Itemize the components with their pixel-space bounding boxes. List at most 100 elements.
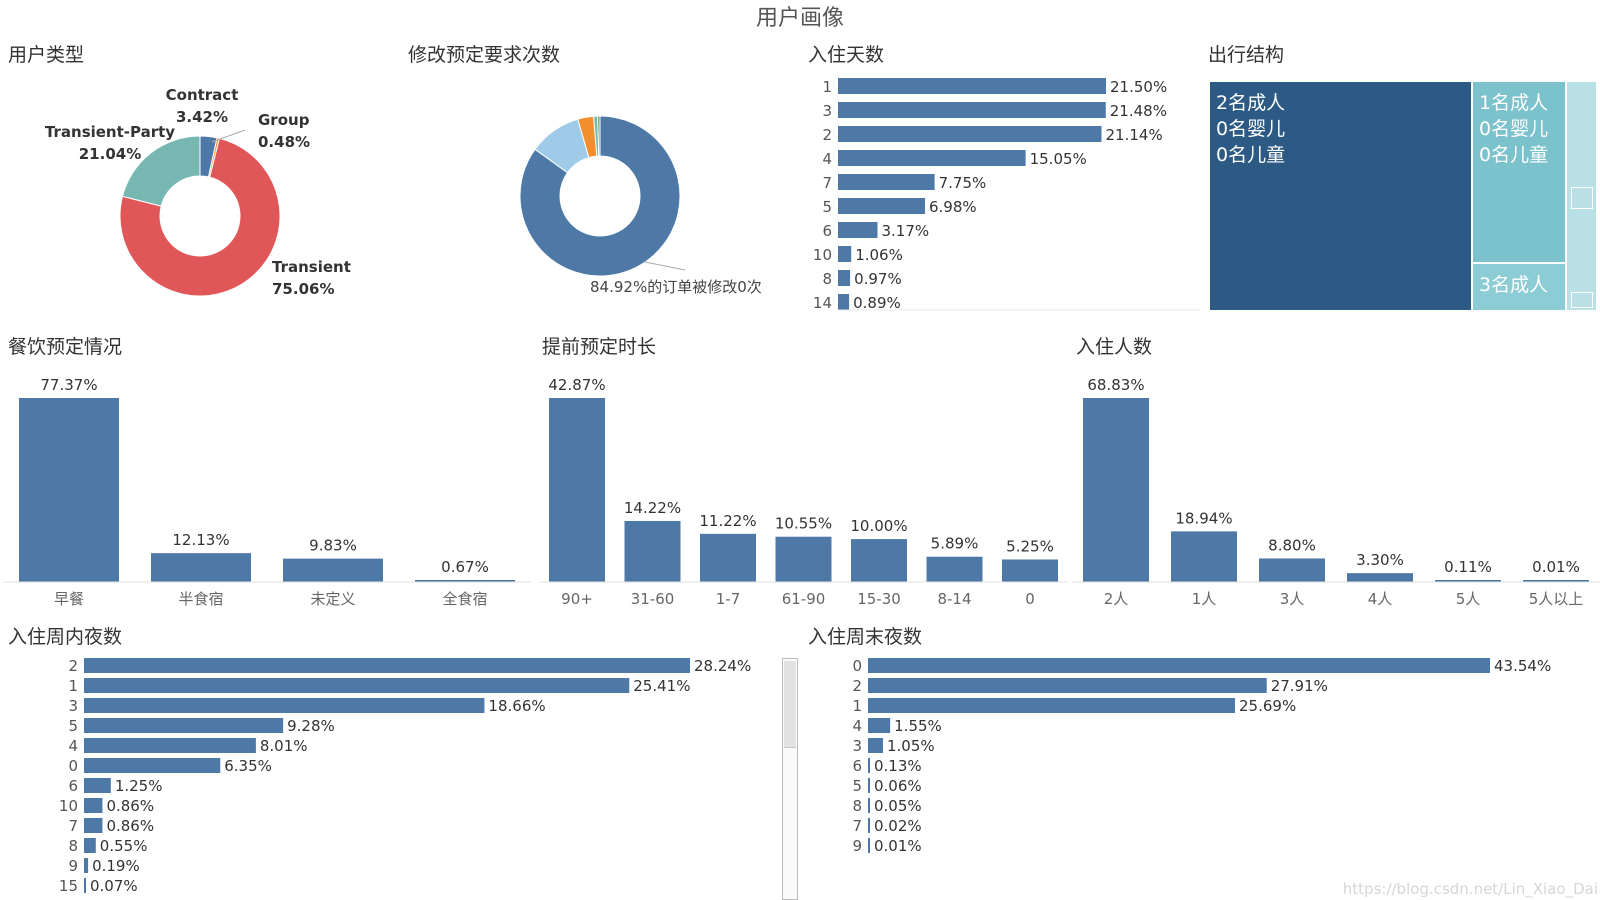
bar-value-8: 0.02% (874, 817, 922, 835)
bar-value-2: 8.80% (1268, 536, 1316, 554)
bar-value-10: 0.19% (92, 857, 140, 875)
row-label-8: 8 (822, 270, 832, 288)
bar-value-3: 1.55% (894, 717, 942, 735)
bar-9 (838, 294, 850, 310)
category-label-1: 31-60 (631, 590, 675, 608)
bar-value-2: 25.69% (1239, 697, 1296, 715)
weekday-chart: 2 28.24% 1 25.41% 3 18.66% 5 9.28% 4 8.01% 0 6.35% 6… (59, 657, 751, 895)
row-label-9: 14 (813, 294, 832, 312)
bar-value-2: 18.66% (488, 697, 545, 715)
lead-chart: 42.87% 90+ 14.22% 31-60 11.22% 1-7 10.55% 61-90… (539, 376, 1068, 608)
bar-1 (151, 553, 251, 582)
treemap-cell-1-adult: 1名成人 0名婴儿 0名儿童 (1473, 82, 1565, 262)
bar-0 (19, 398, 119, 582)
row-label-8: 7 (68, 817, 78, 835)
row-label-11: 15 (59, 877, 78, 895)
row-label-6: 6 (822, 222, 832, 240)
bar-value-8: 0.97% (854, 270, 902, 288)
slice-value-3: 21.04% (79, 145, 141, 163)
bar-9 (84, 838, 96, 853)
row-label-2: 3 (68, 697, 78, 715)
bar-7 (838, 246, 852, 262)
row-label-7: 8 (852, 797, 862, 815)
bar-3 (84, 718, 284, 733)
bar-value-7: 0.86% (106, 797, 154, 815)
bar-value-2: 9.83% (309, 537, 357, 555)
bar-9 (868, 838, 870, 853)
bar-6 (84, 778, 111, 793)
bar-value-5: 0.01% (1532, 558, 1580, 576)
bar-8 (868, 818, 870, 833)
row-label-9: 9 (852, 837, 862, 855)
row-label-3: 4 (822, 150, 832, 168)
category-label-4: 5人 (1456, 590, 1481, 608)
bar-value-1: 14.22% (624, 499, 681, 517)
category-label-5: 8-14 (937, 590, 971, 608)
bar-4 (1435, 580, 1501, 582)
bar-3 (1347, 573, 1413, 582)
treemap-cell-2-adults: 2名成人 0名婴儿 0名儿童 (1210, 82, 1471, 310)
bar-4 (851, 539, 907, 582)
user-type-title: 用户类型 (8, 44, 85, 66)
guests-title: 入住人数 (1076, 336, 1153, 358)
bar-value-4: 8.01% (260, 737, 308, 755)
weekend-chart: 0 43.54% 2 27.91% 1 25.69% 4 1.55% 3 1.05% 6 0.13% 5… (852, 657, 1551, 855)
category-label-1: 半食宿 (178, 590, 223, 608)
bar-3 (775, 536, 832, 582)
bar-8 (84, 818, 103, 833)
weekend-title: 入住周末夜数 (808, 626, 923, 648)
bar-value-1: 18.94% (1175, 509, 1232, 527)
weekday-scrollbar[interactable] (782, 658, 798, 900)
bar-value-1: 12.13% (172, 531, 229, 549)
category-label-3: 61-90 (782, 590, 826, 608)
bar-value-11: 0.07% (90, 877, 138, 895)
bar-value-6: 1.25% (115, 777, 163, 795)
bar-value-2: 21.14% (1106, 126, 1163, 144)
bar-value-4: 0.11% (1444, 558, 1492, 576)
row-label-1: 2 (852, 677, 862, 695)
row-label-4: 7 (822, 174, 832, 192)
category-label-4: 15-30 (857, 590, 901, 608)
category-label-2: 3人 (1280, 590, 1305, 608)
treemap-cell-other (1567, 82, 1596, 310)
row-label-4: 3 (852, 737, 862, 755)
bar-value-4: 1.05% (887, 737, 935, 755)
bar-value-4: 7.75% (939, 174, 987, 192)
slice-value-1: 0.48% (258, 133, 310, 151)
bar-value-3: 9.28% (287, 717, 335, 735)
pie-slice-2 (119, 137, 281, 297)
bar-value-5: 6.35% (224, 757, 272, 775)
stay-days-title: 入住天数 (808, 44, 885, 66)
scrollbar-thumb[interactable] (784, 661, 796, 748)
bar-4 (84, 738, 256, 753)
row-label-7: 10 (813, 246, 832, 264)
bar-6 (1002, 559, 1058, 582)
category-label-2: 1-7 (716, 590, 741, 608)
slice-label-3: Transient-Party (45, 123, 175, 141)
modify-chart: 84.92%的订单被修改0次 (519, 115, 762, 296)
row-label-10: 9 (68, 857, 78, 875)
bar-value-9: 0.55% (100, 837, 148, 855)
bar-value-9: 0.01% (874, 837, 922, 855)
bar-2 (838, 126, 1102, 142)
bar-10 (84, 858, 89, 873)
treemap-cell-3-adults: 3名成人 (1473, 264, 1565, 310)
bar-8 (838, 270, 851, 286)
category-label-3: 全食宿 (442, 590, 487, 608)
bar-2 (283, 558, 383, 582)
category-label-0: 早餐 (54, 590, 84, 608)
slice-label-0: Contract (166, 86, 239, 104)
bar-0 (84, 658, 690, 673)
slice-label-2: Transient (272, 258, 351, 276)
bar-value-7: 1.06% (855, 246, 903, 264)
row-label-5: 6 (852, 757, 862, 775)
row-label-1: 3 (822, 102, 832, 120)
bar-value-5: 5.89% (931, 535, 979, 553)
bar-value-7: 0.05% (874, 797, 922, 815)
row-label-5: 0 (68, 757, 78, 775)
lead-title: 提前预定时长 (542, 336, 657, 358)
bar-7 (84, 798, 103, 813)
bar-value-1: 25.41% (633, 677, 690, 695)
page-title: 用户画像 (755, 6, 844, 31)
category-label-0: 2人 (1104, 590, 1129, 608)
